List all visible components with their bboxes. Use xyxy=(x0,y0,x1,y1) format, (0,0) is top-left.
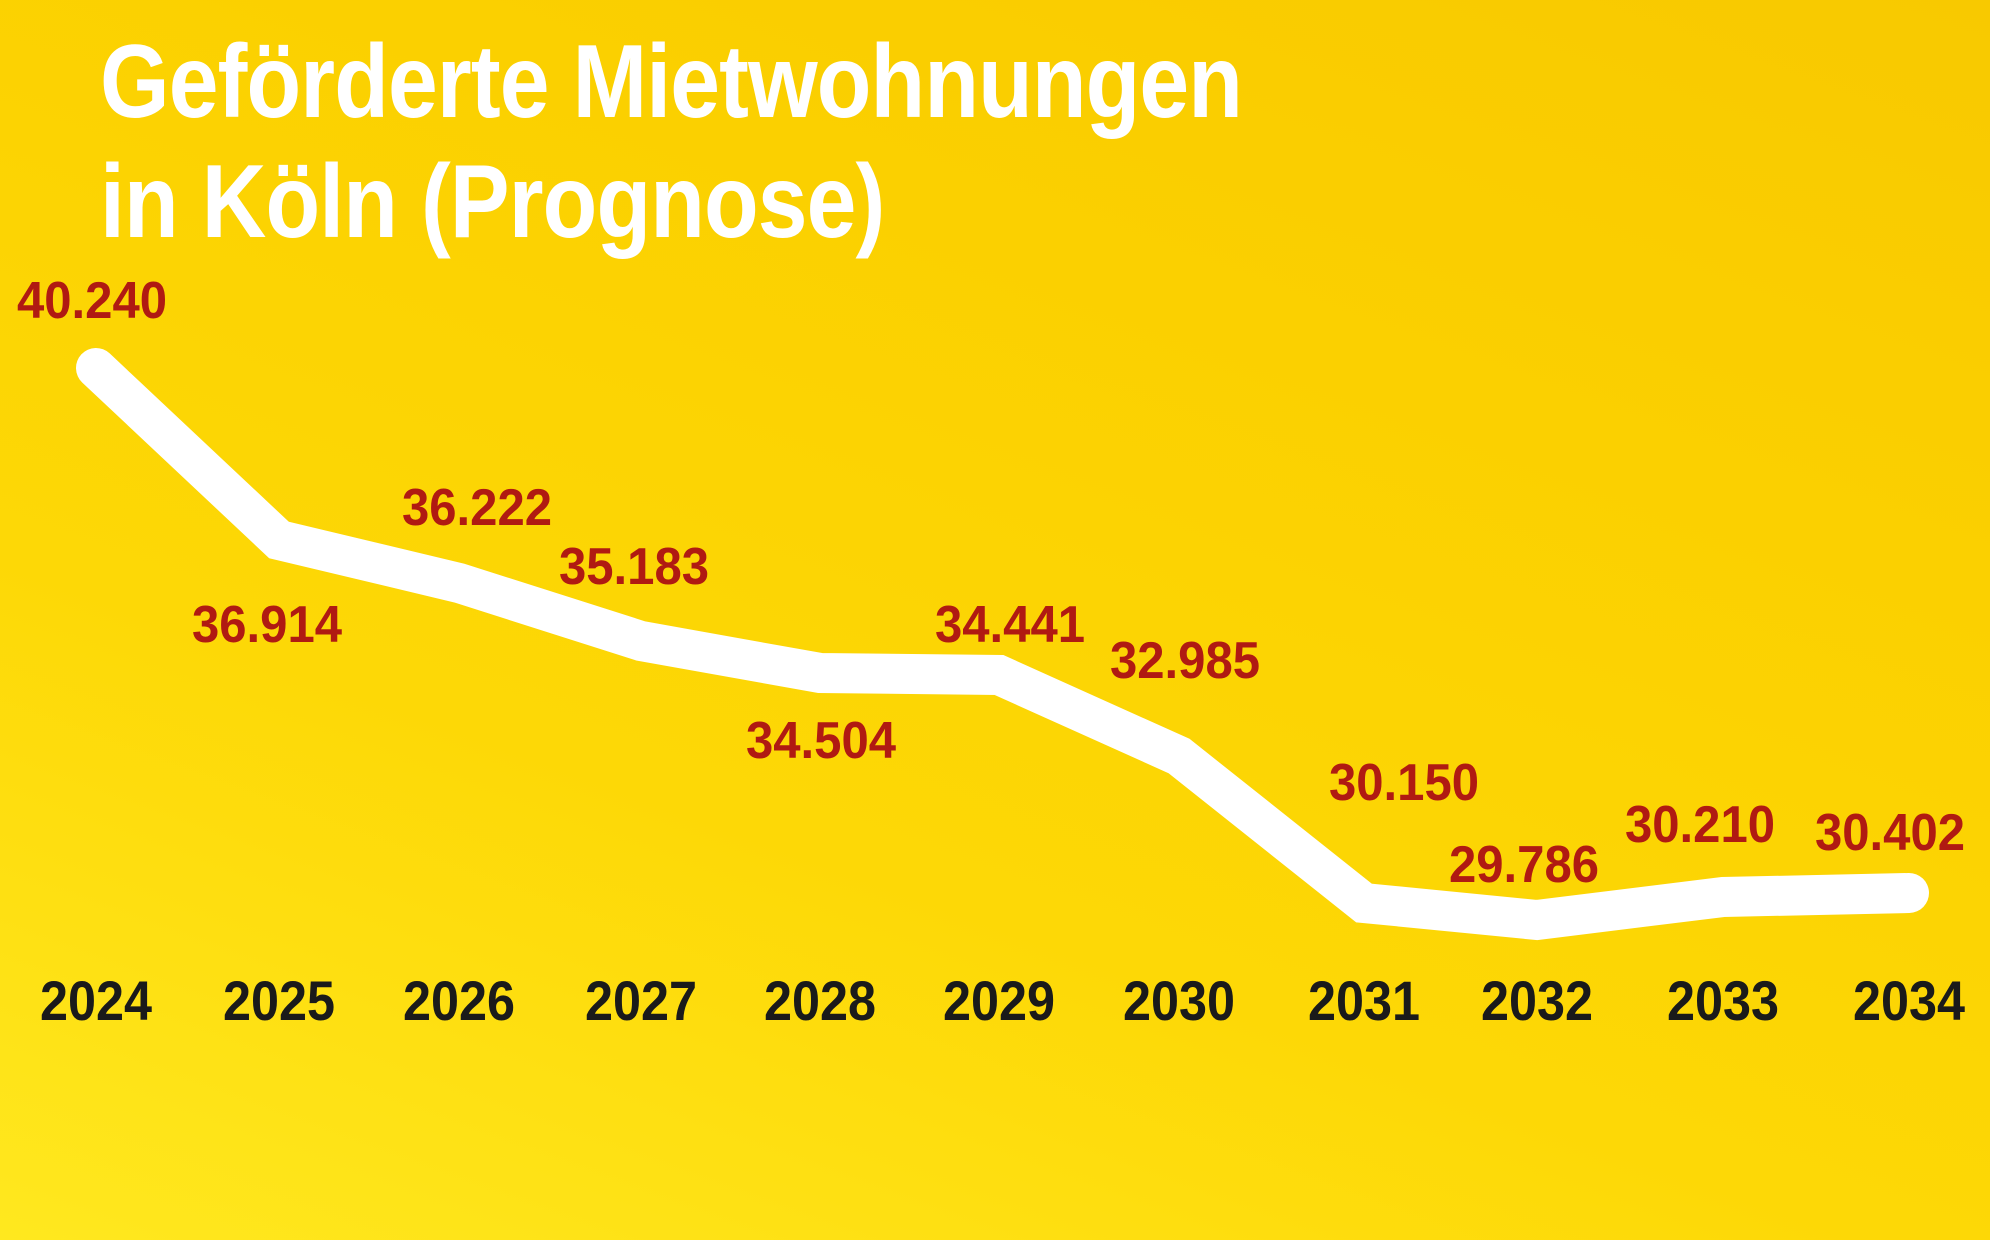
x-label-2030: 2030 xyxy=(1123,969,1235,1032)
x-axis-labels: 2024 2025 2026 2027 2028 2029 2030 2031 2032 2033… xyxy=(40,969,1965,1032)
x-label-2033: 2033 xyxy=(1667,969,1779,1032)
value-label-2029: 34.441 xyxy=(935,596,1085,654)
value-label-2033: 30.210 xyxy=(1625,796,1775,854)
value-label-2031: 30.150 xyxy=(1329,754,1479,812)
x-label-2031: 2031 xyxy=(1308,969,1420,1032)
x-label-2025: 2025 xyxy=(223,969,335,1032)
x-label-2026: 2026 xyxy=(403,969,515,1032)
value-label-2034: 30.402 xyxy=(1815,804,1965,862)
value-label-2025: 36.914 xyxy=(192,596,342,654)
x-label-2028: 2028 xyxy=(764,969,876,1032)
value-label-2027: 35.183 xyxy=(559,538,709,596)
x-label-2029: 2029 xyxy=(943,969,1055,1032)
value-label-2030: 32.985 xyxy=(1110,632,1260,690)
trend-line xyxy=(76,348,1929,941)
x-label-2032: 2032 xyxy=(1481,969,1593,1032)
chart-title-line-1: Geförderte Mietwohnungen xyxy=(100,24,1243,140)
chart-title-line-2: in Köln (Prognose) xyxy=(100,144,885,260)
x-label-2034: 2034 xyxy=(1853,969,1965,1032)
value-label-2028: 34.504 xyxy=(746,712,896,770)
x-label-2024: 2024 xyxy=(40,969,152,1032)
value-label-2026: 36.222 xyxy=(402,479,552,537)
chart-title: Geförderte Mietwohnungen in Köln (Progno… xyxy=(100,22,1243,262)
value-label-2024: 40.240 xyxy=(17,272,167,330)
value-label-2032: 29.786 xyxy=(1449,836,1599,894)
x-label-2027: 2027 xyxy=(585,969,697,1032)
